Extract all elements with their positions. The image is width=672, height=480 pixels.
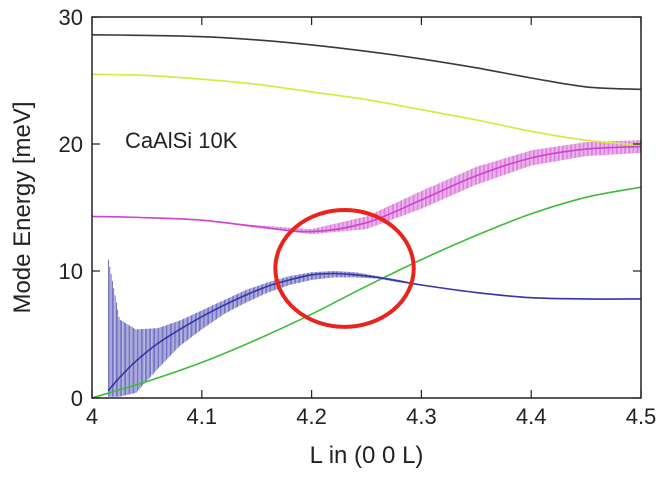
data-point-4-1 bbox=[118, 377, 121, 379]
sample-annotation: CaAlSi 10K bbox=[125, 128, 238, 153]
x-axis-title: L in (0 0 L) bbox=[310, 442, 424, 469]
data-point-4-13 bbox=[376, 276, 379, 278]
data-point-1-5 bbox=[365, 99, 368, 101]
data-point-4-6 bbox=[223, 304, 225, 306]
data-point-4-3 bbox=[157, 342, 159, 344]
data-point-3-9 bbox=[585, 196, 587, 198]
data-point-4-8 bbox=[267, 285, 269, 287]
data-point-0-1 bbox=[146, 34, 148, 37]
series-line-4 bbox=[107, 272, 642, 391]
data-point-4-4 bbox=[179, 328, 181, 330]
data-point-4-11 bbox=[333, 272, 335, 275]
data-point-0-4 bbox=[311, 44, 313, 46]
data-point-1-1 bbox=[146, 74, 148, 76]
highlight-layer bbox=[273, 208, 416, 329]
data-point-0-8 bbox=[530, 77, 532, 79]
y-tick-label: 10 bbox=[59, 259, 83, 284]
data-point-4-17 bbox=[530, 297, 532, 299]
data-point-0-6 bbox=[420, 58, 422, 60]
data-point-0-2 bbox=[201, 36, 203, 38]
data-point-2-4 bbox=[311, 231, 313, 233]
data-point-0-9 bbox=[585, 86, 587, 88]
x-tick-label: 4.1 bbox=[187, 404, 218, 429]
data-point-1-8 bbox=[530, 130, 532, 132]
data-point-3-8 bbox=[530, 213, 532, 215]
y-axis-title: Mode Energy [meV] bbox=[9, 101, 36, 313]
data-point-4-7 bbox=[245, 294, 247, 296]
data-point-1-3 bbox=[256, 83, 258, 85]
data-point-2-3 bbox=[256, 225, 258, 228]
data-point-1-4 bbox=[311, 91, 313, 93]
data-point-4-9 bbox=[289, 279, 291, 281]
x-tick-label: 4 bbox=[86, 404, 98, 429]
data-point-4-18 bbox=[585, 298, 587, 300]
data-point-3-1 bbox=[146, 380, 148, 383]
data-point-3-7 bbox=[475, 234, 477, 236]
data-point-1-7 bbox=[475, 119, 477, 121]
series-line-0 bbox=[91, 34, 642, 91]
y-tick-label: 30 bbox=[59, 5, 83, 30]
y-tick-label: 0 bbox=[71, 386, 83, 411]
data-point-2-2 bbox=[201, 219, 203, 221]
x-tick-label: 4.2 bbox=[296, 404, 327, 429]
data-point-2-7 bbox=[475, 175, 477, 177]
error-bands bbox=[108, 140, 641, 397]
tick-labels: 4 4.1 4.2 4.3 4.4 4.5 0 10 20 30 bbox=[59, 5, 657, 429]
data-point-1-9 bbox=[585, 139, 587, 141]
data-point-4-12 bbox=[354, 274, 357, 276]
axis-ticks bbox=[91, 16, 642, 399]
data-point-0-7 bbox=[475, 67, 477, 69]
data-point-2-6 bbox=[420, 199, 422, 201]
data-point-1-6 bbox=[420, 109, 422, 111]
data-point-4-2 bbox=[135, 360, 137, 362]
data-point-3-2 bbox=[201, 361, 203, 363]
data-point-2-5 bbox=[365, 222, 368, 224]
data-point-3-5 bbox=[365, 285, 368, 287]
data-point-2-9 bbox=[585, 148, 587, 150]
plot-frame bbox=[91, 16, 642, 399]
data-point-0-3 bbox=[256, 39, 258, 41]
data-point-4-10 bbox=[311, 274, 313, 276]
data-point-3-6 bbox=[420, 259, 422, 261]
highlight-circle bbox=[273, 208, 416, 329]
data-point-2-1 bbox=[146, 217, 148, 219]
data-point-1-2 bbox=[201, 78, 203, 80]
x-tick-label: 4.3 bbox=[406, 404, 437, 429]
data-point-2-8 bbox=[530, 157, 532, 159]
data-point-4-5 bbox=[201, 316, 203, 318]
x-tick-label: 4.4 bbox=[516, 404, 547, 429]
y-tick-label: 20 bbox=[59, 132, 83, 157]
data-point-4-0 bbox=[107, 389, 110, 391]
x-tick-label: 4.5 bbox=[626, 404, 657, 429]
data-point-4-16 bbox=[475, 292, 477, 294]
data-point-3-4 bbox=[311, 313, 313, 315]
data-point-4-14 bbox=[398, 280, 400, 282]
series-lines bbox=[91, 34, 642, 399]
data-point-4-15 bbox=[420, 284, 422, 286]
data-point-3-3 bbox=[256, 339, 258, 341]
data-point-0-5 bbox=[365, 50, 368, 52]
